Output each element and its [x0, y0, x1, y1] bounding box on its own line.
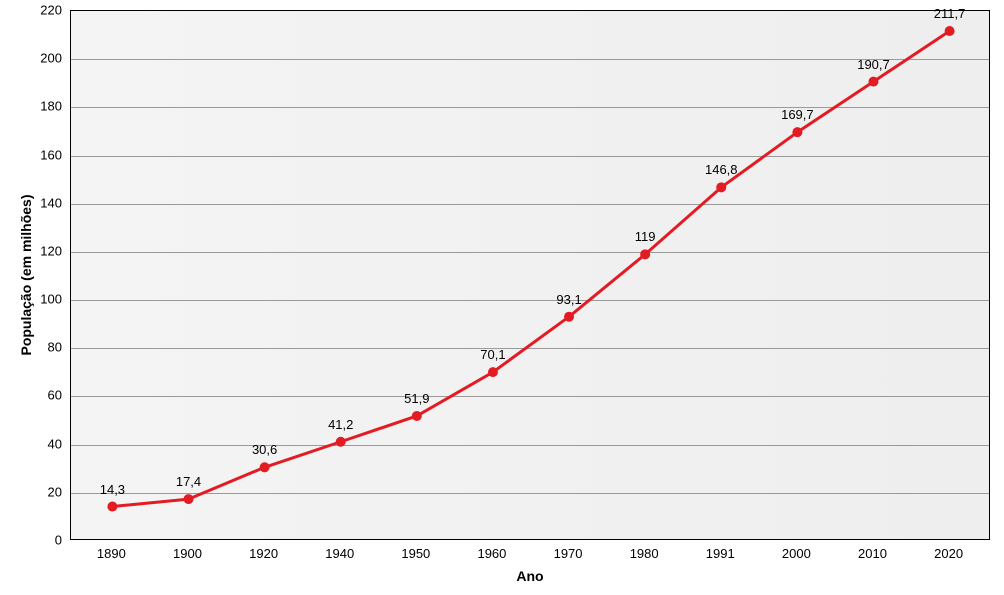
series-path: [112, 31, 949, 507]
series-line: [71, 11, 991, 541]
series-marker: [107, 502, 117, 512]
series-marker: [716, 182, 726, 192]
y-axis-title: População (em milhões): [18, 194, 34, 355]
x-tick-label: 2000: [782, 546, 811, 561]
data-label: 17,4: [176, 474, 201, 489]
series-marker: [488, 367, 498, 377]
data-label: 190,7: [857, 57, 890, 72]
series-marker: [336, 437, 346, 447]
data-label: 30,6: [252, 442, 277, 457]
x-tick-label: 1991: [706, 546, 735, 561]
x-tick-label: 1950: [401, 546, 430, 561]
x-axis-title: Ano: [516, 568, 543, 584]
y-tick-label: 80: [32, 340, 62, 355]
x-tick-label: 1900: [173, 546, 202, 561]
series-marker: [868, 77, 878, 87]
y-tick-label: 200: [32, 51, 62, 66]
population-line-chart: 14,3 17,4 30,6 41,2 51,9 70,1 93,1 119 146,8 169,…: [0, 0, 1004, 595]
x-tick-label: 1980: [630, 546, 659, 561]
series-marker: [260, 462, 270, 472]
data-label: 211,7: [934, 6, 966, 21]
x-tick-label: 1970: [554, 546, 583, 561]
data-label: 14,3: [100, 482, 125, 497]
y-tick-label: 20: [32, 484, 62, 499]
plot-area: 14,3 17,4 30,6 41,2 51,9 70,1 93,1 119 146,8 169,…: [70, 10, 990, 540]
data-label: 51,9: [404, 391, 429, 406]
y-tick-label: 40: [32, 436, 62, 451]
y-tick-label: 140: [32, 195, 62, 210]
series-marker: [792, 127, 802, 137]
x-tick-label: 1920: [249, 546, 278, 561]
y-tick-label: 220: [32, 3, 62, 18]
data-label: 41,2: [328, 417, 353, 432]
x-tick-label: 2010: [858, 546, 887, 561]
y-tick-label: 100: [32, 292, 62, 307]
data-label: 93,1: [556, 292, 581, 307]
y-tick-label: 60: [32, 388, 62, 403]
data-label: 70,1: [480, 347, 505, 362]
x-tick-label: 1940: [325, 546, 354, 561]
data-label: 146,8: [705, 162, 738, 177]
y-tick-label: 160: [32, 147, 62, 162]
y-tick-label: 180: [32, 99, 62, 114]
series-marker: [412, 411, 422, 421]
x-tick-label: 1890: [97, 546, 126, 561]
series-marker: [184, 494, 194, 504]
x-tick-label: 2020: [934, 546, 963, 561]
data-label: 119: [635, 229, 656, 244]
y-tick-label: 120: [32, 243, 62, 258]
x-tick-label: 1960: [477, 546, 506, 561]
series-marker: [564, 312, 574, 322]
series-marker: [945, 26, 955, 36]
series-marker: [640, 249, 650, 259]
data-label: 169,7: [781, 107, 814, 122]
y-tick-label: 0: [32, 533, 62, 548]
